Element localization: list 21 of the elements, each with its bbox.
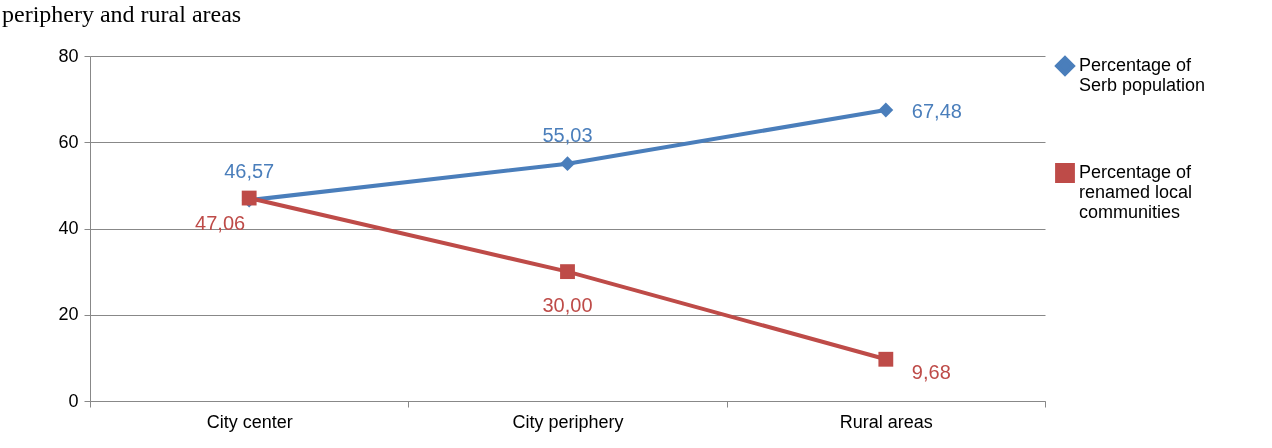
y-tick-label: 60 bbox=[58, 131, 79, 152]
legend-label: Percentage of Serb population bbox=[1079, 55, 1206, 95]
x-tick-label: City periphery bbox=[512, 411, 624, 432]
data-label: 30,00 bbox=[542, 293, 593, 316]
point bbox=[560, 264, 575, 280]
y-tick-label: 20 bbox=[58, 304, 79, 325]
data-label: 67,48 bbox=[911, 99, 962, 122]
data-label: 46,57 bbox=[224, 160, 275, 183]
data-label: 55,03 bbox=[542, 123, 593, 146]
point bbox=[878, 102, 894, 118]
point bbox=[560, 156, 575, 172]
data-label: 9,68 bbox=[911, 361, 951, 384]
chart-title: periphery and rural areas bbox=[2, 1, 242, 27]
y-tick-label: 40 bbox=[58, 218, 79, 238]
y-tick-label: 80 bbox=[58, 45, 79, 66]
legend-label: Percentage of renamed local communities bbox=[1079, 162, 1193, 222]
data-label: 47,06 bbox=[195, 212, 246, 235]
x-tick-label: Rural areas bbox=[839, 411, 933, 432]
y-tick-label: 0 bbox=[68, 390, 79, 411]
point bbox=[878, 351, 894, 367]
x-tick-label: City center bbox=[206, 411, 293, 432]
